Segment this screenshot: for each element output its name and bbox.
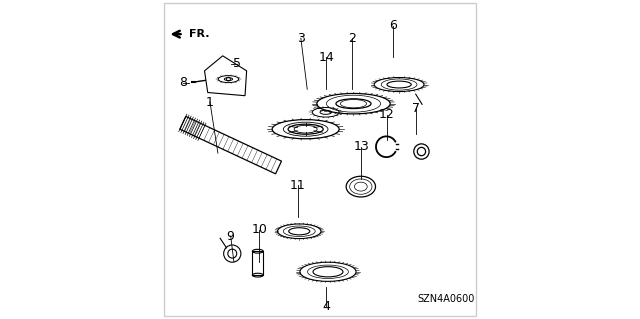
Text: 5: 5	[233, 57, 241, 70]
Text: 14: 14	[319, 51, 334, 64]
Text: 13: 13	[353, 140, 369, 153]
Text: 3: 3	[297, 32, 305, 45]
Text: 4: 4	[323, 300, 330, 313]
Text: 12: 12	[379, 108, 395, 121]
Text: 8: 8	[179, 77, 187, 89]
Text: FR.: FR.	[189, 29, 209, 39]
Text: 11: 11	[290, 179, 305, 191]
Text: 9: 9	[227, 230, 235, 242]
Text: 10: 10	[252, 223, 268, 236]
Text: 2: 2	[348, 32, 356, 45]
Text: SZN4A0600: SZN4A0600	[417, 294, 475, 304]
Text: 7: 7	[412, 102, 420, 115]
Text: 6: 6	[389, 19, 397, 32]
Text: 1: 1	[206, 96, 214, 108]
